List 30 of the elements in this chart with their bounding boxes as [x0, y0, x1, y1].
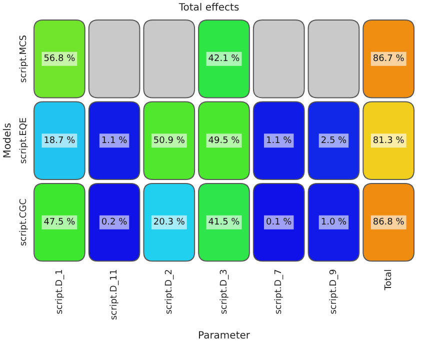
data-label: 0.1 % — [266, 218, 292, 228]
data-label: 1.0 % — [320, 218, 348, 228]
x-tick-label: script.D_9 — [329, 268, 340, 314]
data-label: 50.9 % — [153, 136, 186, 146]
data-label: 49.5 % — [208, 136, 240, 146]
x-tick-label: script.D_7 — [274, 269, 284, 314]
data-label: 42.1 % — [208, 54, 240, 64]
data-label: 1.1 % — [266, 136, 292, 146]
data-label: 1.1 % — [101, 136, 128, 146]
x-tick-label: script.D_11 — [110, 269, 120, 320]
y-axis-title: Models — [2, 122, 14, 158]
y-tick-label: script.MCS — [18, 34, 29, 83]
x-tick-label: script.D_1 — [54, 269, 65, 314]
data-label: 20.3 % — [153, 218, 186, 228]
x-axis-title: Parameter — [198, 330, 251, 342]
data-label: 47.5 % — [44, 218, 76, 228]
data-label: 0.2 % — [101, 218, 128, 228]
data-label: 86.7 % — [372, 54, 405, 64]
data-label: 81.3 % — [372, 136, 405, 146]
x-tick-label: script.D_3 — [219, 269, 230, 314]
x-tick-label: script.D_2 — [164, 269, 174, 314]
y-tick-label: script.CGC — [18, 198, 29, 246]
data-label: 2.5 % — [320, 136, 348, 146]
x-tick-label: Total — [384, 269, 394, 292]
chart-title: Total effects — [178, 2, 240, 14]
data-label: 56.8 % — [44, 54, 76, 64]
data-label: 41.5 % — [208, 218, 240, 228]
y-tick-label: script.EQE — [18, 117, 29, 164]
data-label: 86.8 % — [372, 218, 405, 228]
data-label: 18.7 % — [44, 136, 76, 146]
